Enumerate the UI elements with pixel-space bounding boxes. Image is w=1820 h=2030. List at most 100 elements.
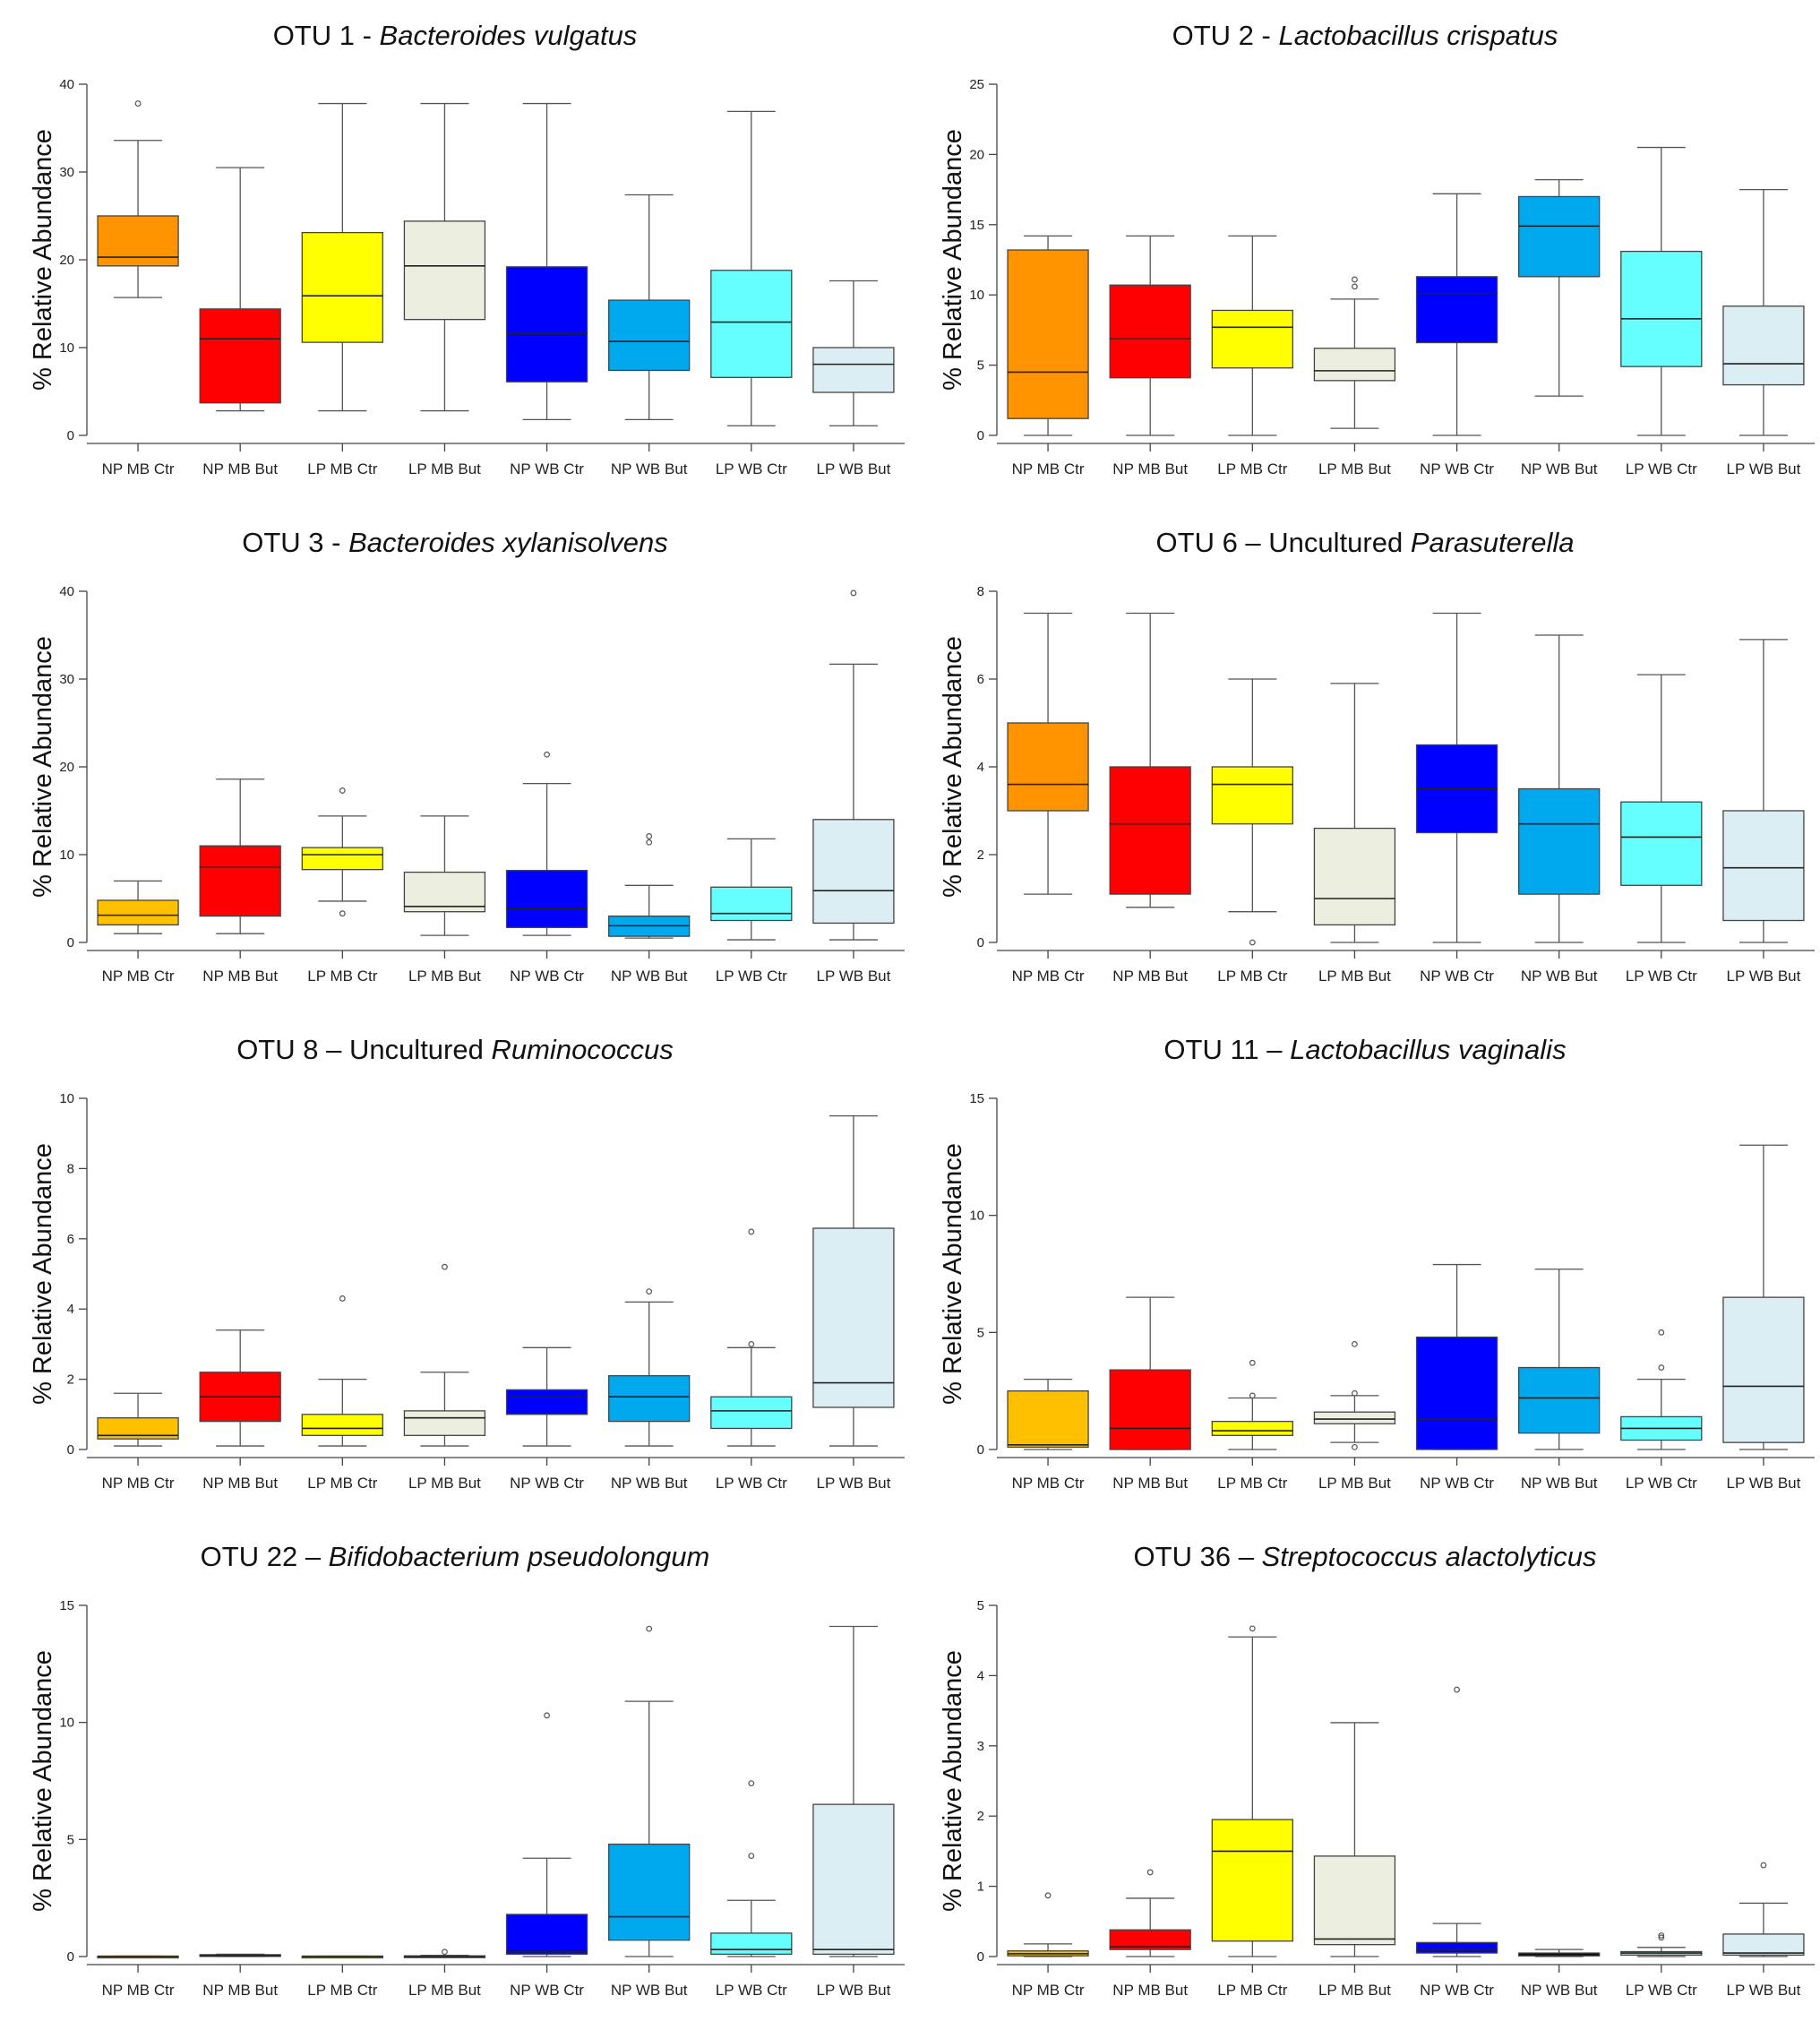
box-group xyxy=(710,838,793,941)
iqr-box xyxy=(1109,1369,1191,1450)
outlier-point xyxy=(646,833,653,839)
y-tick-label: 15 xyxy=(59,1598,74,1613)
x-category-label: NP MB But xyxy=(1112,968,1188,985)
x-category-label: LP WB Ctr xyxy=(1626,1982,1697,1999)
title-species: Parasuterella xyxy=(1410,527,1575,558)
y-axis-title: % Relative Abundance xyxy=(29,1650,57,1912)
iqr-box xyxy=(1109,284,1191,379)
box-group xyxy=(199,1329,281,1447)
iqr-box xyxy=(608,1375,691,1423)
x-category-label: NP WB But xyxy=(1521,460,1598,477)
x-category-label: NP WB But xyxy=(611,968,688,985)
x-category-label: NP MB But xyxy=(1112,460,1188,477)
iqr-box xyxy=(301,231,383,343)
iqr-box xyxy=(710,1932,793,1956)
x-category-label: LP WB Ctr xyxy=(716,1475,787,1492)
box-group xyxy=(1313,1722,1396,1957)
y-tick-label: 10 xyxy=(969,1209,984,1224)
panel-otu-3: OTU 3 - Bacteroides xylanisolvens % Rela… xyxy=(0,507,910,1014)
iqr-box xyxy=(812,1803,895,1956)
box-group xyxy=(1415,1263,1498,1450)
iqr-box xyxy=(1211,1819,1293,1942)
box-group xyxy=(301,102,383,412)
iqr-box xyxy=(97,215,179,267)
y-tick-label: 0 xyxy=(67,1949,74,1965)
outlier-point xyxy=(544,751,550,758)
iqr-box xyxy=(1620,801,1703,886)
y-tick-label: 30 xyxy=(59,165,74,180)
y-tick-label: 4 xyxy=(67,1302,74,1317)
panel-otu-11: OTU 11 – Lactobacillus vaginalis % Relat… xyxy=(910,1014,1820,1521)
x-category-label: NP MB Ctr xyxy=(102,460,175,477)
iqr-box xyxy=(1518,787,1601,895)
iqr-box xyxy=(301,847,383,871)
y-axis-title: % Relative Abundance xyxy=(29,636,57,898)
box-group xyxy=(1518,1269,1601,1450)
x-category-label: NP MB Ctr xyxy=(1012,1982,1085,1999)
iqr-box xyxy=(812,1227,895,1408)
y-tick-label: 10 xyxy=(59,340,74,356)
iqr-box xyxy=(199,308,281,404)
x-category-label: NP WB But xyxy=(1521,968,1598,985)
boxplot-otu-2: % Relative Abundance 0 5 10 15 20 25 NP MB Ctr N… xyxy=(939,77,1815,477)
iqr-box xyxy=(505,1389,588,1415)
outlier-point xyxy=(1760,1862,1767,1869)
box-group xyxy=(1518,1948,1601,1957)
title-species: Bifidobacterium pseudolongum xyxy=(328,1541,710,1572)
outlier-point xyxy=(1658,1932,1665,1939)
box-group xyxy=(1211,678,1293,946)
box-group xyxy=(1211,1359,1293,1450)
outlier-point xyxy=(1044,1892,1052,1899)
box-group xyxy=(505,1712,588,1957)
x-category-label: LP MB But xyxy=(1318,1475,1391,1492)
iqr-box xyxy=(1007,722,1089,812)
outlier-point xyxy=(1352,1389,1358,1397)
x-category-label: LP WB Ctr xyxy=(716,460,787,477)
box-group xyxy=(1211,1625,1293,1957)
x-category-label: LP WB But xyxy=(817,1982,891,1999)
y-tick-label: 5 xyxy=(977,358,984,374)
y-tick-label: 8 xyxy=(977,584,984,599)
y-tick-label: 6 xyxy=(977,672,984,687)
box-group xyxy=(812,280,895,426)
box-group xyxy=(97,1955,179,1959)
x-category-label: NP MB But xyxy=(202,968,278,985)
iqr-box xyxy=(1211,1420,1293,1436)
iqr-box xyxy=(1415,1336,1498,1450)
box-group xyxy=(1007,1892,1089,1957)
x-category-label: LP MB But xyxy=(408,1982,481,1999)
box-group xyxy=(812,589,895,941)
box-group xyxy=(1211,235,1293,436)
outlier-point xyxy=(646,1288,653,1295)
iqr-box xyxy=(403,1410,486,1436)
x-category-label: NP MB But xyxy=(202,460,278,477)
outlier-point xyxy=(134,100,142,107)
iqr-box xyxy=(403,871,486,913)
box-group xyxy=(812,1625,895,1957)
box-group xyxy=(403,1263,486,1447)
iqr-box xyxy=(1007,1390,1089,1449)
box-group xyxy=(608,194,691,421)
x-category-label: LP WB But xyxy=(1727,460,1801,477)
x-category-label: NP WB Ctr xyxy=(1420,460,1494,477)
title-prefix: OTU 8 – Uncultured xyxy=(236,1034,492,1065)
iqr-box xyxy=(505,1914,588,1956)
box-group xyxy=(1109,1296,1191,1450)
y-tick-label: 6 xyxy=(67,1232,74,1247)
x-category-label: LP MB Ctr xyxy=(1217,1982,1287,1999)
y-tick-label: 0 xyxy=(67,428,74,443)
x-category-label: NP MB Ctr xyxy=(102,968,175,985)
box-group xyxy=(710,1228,793,1447)
box-group xyxy=(1313,683,1396,943)
y-axis-title: % Relative Abundance xyxy=(939,1650,967,1912)
box-group xyxy=(1007,235,1089,436)
y-tick-label: 20 xyxy=(969,147,984,162)
outlier-point xyxy=(850,589,857,597)
x-category-label: NP MB Ctr xyxy=(1012,968,1085,985)
outlier-point xyxy=(339,1295,346,1302)
iqr-box xyxy=(505,869,588,928)
outlier-point xyxy=(1352,1341,1358,1347)
box-group xyxy=(1313,276,1396,429)
box-group xyxy=(1415,193,1498,436)
y-axis-title: % Relative Abundance xyxy=(29,1143,57,1405)
